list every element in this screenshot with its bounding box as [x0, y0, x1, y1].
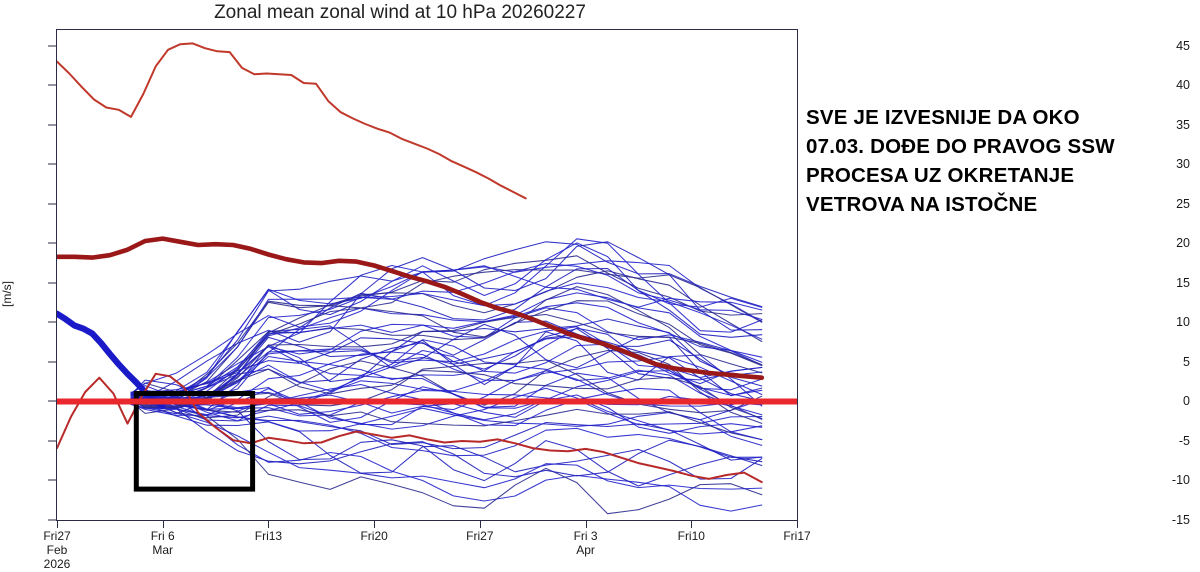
x-tick-line2: Feb	[46, 543, 68, 557]
y-tick-mark	[48, 124, 56, 126]
x-tick-mark	[57, 521, 58, 528]
x-tick-label: Fri13	[255, 529, 282, 543]
y-tick-mark	[48, 203, 56, 205]
annotation-line-2: 07.03. DOĐE DO PRAVOG SSW	[806, 135, 1115, 158]
ensemble-member-line	[130, 265, 763, 395]
ensemble-member-line	[130, 359, 763, 414]
y-tick-mark	[48, 321, 56, 323]
ensemble-member-line	[130, 331, 763, 411]
ensemble-member-line	[130, 383, 763, 441]
ensemble-member-line	[130, 292, 763, 405]
ensemble-member-line	[130, 313, 763, 409]
y-tick-mark	[48, 479, 56, 481]
y-tick-label: -5	[1178, 433, 1190, 448]
ensemble-member-line	[130, 389, 763, 446]
x-tick-mark	[691, 521, 693, 528]
forecast-annotation: SVE JE IZVESNIJE DA OKO 07.03. DOĐE DO P…	[806, 103, 1186, 219]
x-tick-line1: Fri 3	[573, 529, 598, 543]
y-axis-label: [m/s]	[0, 281, 14, 307]
y-tick-label: 15	[1176, 275, 1190, 290]
x-tick-line1: Fri17	[783, 529, 811, 543]
x-tick-line1: Fri27	[43, 529, 71, 543]
ensemble-member-line	[130, 302, 763, 399]
y-tick-mark	[48, 361, 56, 363]
y-tick-mark	[48, 440, 56, 442]
x-tick-label: Fri17	[783, 529, 810, 543]
ensemble-member-line	[130, 333, 763, 404]
y-tick-label: 20	[1176, 236, 1190, 251]
ssw-highlight-box	[133, 391, 256, 492]
x-tick-line1: Fri20	[360, 529, 388, 543]
annotation-line-1: SVE JE IZVESNIJE DA OKO	[806, 106, 1080, 129]
ensemble-member-line	[130, 401, 763, 515]
x-tick-line3: 2026	[43, 557, 71, 571]
ensemble-member-line	[130, 398, 763, 480]
ensemble-member-line	[130, 241, 763, 398]
x-tick-mark	[585, 521, 587, 528]
ensemble-member-line	[130, 397, 763, 426]
y-tick-mark	[48, 400, 56, 402]
x-tick-mark	[479, 521, 481, 528]
y-tick-mark	[48, 45, 56, 47]
climatology-upper-line	[57, 42, 527, 200]
x-tick-line1: Fri10	[677, 529, 705, 543]
y-tick-label: 5	[1183, 354, 1190, 369]
ensemble-member-line	[130, 397, 763, 461]
ensemble-member-line	[130, 241, 763, 402]
ensemble-member-line	[130, 370, 763, 420]
x-tick-label: Fri27 Feb 2026	[43, 529, 70, 571]
x-tick-label: Fri 3 Apr	[574, 529, 598, 557]
x-tick-line2: Apr	[576, 543, 595, 557]
ensemble-member-line	[130, 262, 763, 398]
x-tick-line1: Fri13	[254, 529, 283, 543]
x-tick-label: Fri27	[466, 529, 493, 543]
annotation-line-4: VETROVA NA ISTOČNE	[806, 193, 1038, 216]
control-lower-line	[57, 372, 763, 484]
y-tick-label: 45	[1176, 38, 1190, 53]
ensemble-member-line	[130, 398, 763, 478]
y-tick-label: 30	[1176, 157, 1190, 172]
plot-svg	[57, 42, 797, 515]
y-tick-label: 25	[1176, 196, 1190, 211]
x-tick-line1: Fri 6	[150, 529, 175, 543]
y-tick-mark	[48, 84, 56, 86]
x-tick-mark	[797, 521, 798, 528]
y-tick-mark	[48, 519, 56, 521]
ensemble-member-line	[130, 242, 763, 402]
ensemble-member-line	[130, 398, 763, 490]
y-tick-label: 10	[1176, 315, 1190, 330]
x-tick-label: Fri 6 Mar	[151, 529, 175, 557]
ensemble-member-line	[130, 398, 763, 441]
annotation-line-3: PROCESA UZ OKRETANJE	[806, 164, 1075, 187]
y-tick-label: -10	[1171, 473, 1190, 488]
x-tick-mark	[374, 521, 376, 528]
y-tick-label: 40	[1176, 78, 1190, 93]
ensemble-member-line	[130, 372, 763, 423]
ensemble-member-line	[130, 368, 763, 419]
x-tick-label: Fri10	[678, 529, 705, 543]
x-tick-line2: Mar	[152, 543, 174, 557]
ensemble-member-line	[130, 238, 763, 404]
x-tick-label: Fri20	[360, 529, 387, 543]
y-tick-mark	[48, 242, 56, 244]
ensemble-mean-line	[57, 236, 765, 381]
y-tick-label: 0	[1183, 394, 1190, 409]
ensemble-member-line	[130, 286, 763, 409]
chart-title: Zonal mean zonal wind at 10 hPa 20260227	[214, 2, 586, 23]
y-tick-mark	[48, 163, 56, 165]
plot-area	[56, 29, 798, 521]
y-tick-mark	[48, 282, 56, 284]
y-tick-label: -15	[1171, 513, 1190, 527]
ensemble-member-line	[130, 401, 763, 487]
ensemble-member-line	[130, 282, 763, 405]
y-tick-label: 35	[1176, 117, 1190, 132]
x-tick-mark	[268, 521, 270, 528]
x-tick-mark	[162, 521, 164, 528]
x-tick-line1: Fri27	[466, 529, 494, 543]
ensemble-member-line	[130, 269, 763, 401]
